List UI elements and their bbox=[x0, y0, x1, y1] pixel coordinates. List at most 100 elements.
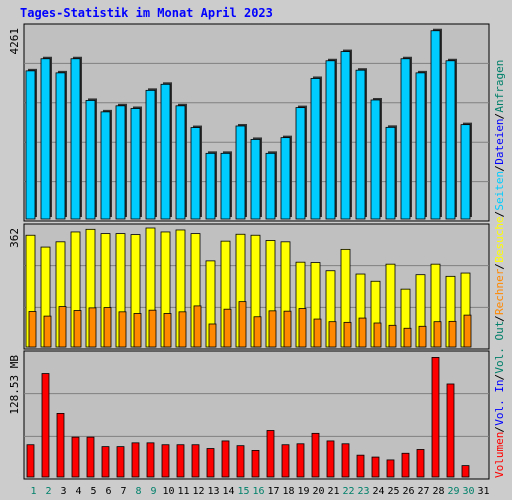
x-tick-label-7: 7 bbox=[120, 486, 126, 497]
seiten-bar bbox=[310, 78, 321, 220]
legend-separator: / bbox=[493, 374, 506, 381]
seiten-bar bbox=[130, 108, 141, 220]
rechner-bar bbox=[373, 322, 382, 348]
x-tick-label-23: 23 bbox=[357, 486, 369, 497]
seiten-bar bbox=[355, 69, 366, 220]
volumen-bar bbox=[176, 444, 185, 478]
seiten-bar bbox=[370, 99, 381, 220]
volumen-bar bbox=[401, 452, 410, 478]
rechner-bar bbox=[433, 321, 442, 348]
legend-separator: / bbox=[493, 211, 506, 218]
seiten-bar bbox=[205, 152, 216, 220]
legend-rechner: Rechner bbox=[493, 268, 506, 315]
x-tick-label-9: 9 bbox=[150, 486, 156, 497]
volumen-bar bbox=[101, 446, 110, 478]
panel-middle-max-label: 362 bbox=[8, 228, 21, 248]
x-tick-label-18: 18 bbox=[282, 486, 294, 497]
panel-bottom: 128.53 MB bbox=[8, 350, 490, 480]
legend-anfragen: Anfragen bbox=[493, 60, 506, 113]
volumen-bar bbox=[251, 450, 260, 478]
seiten-bar bbox=[235, 125, 246, 220]
x-tick-label-16: 16 bbox=[252, 486, 264, 497]
rechner-bar bbox=[403, 327, 412, 348]
panels: 4261 362 128.53 MB bbox=[8, 23, 490, 480]
x-tick-label-30: 30 bbox=[462, 486, 474, 497]
legend-seiten: Seiten bbox=[493, 171, 506, 211]
legend-separator: / bbox=[493, 263, 506, 270]
x-tick-label-22: 22 bbox=[342, 486, 354, 497]
x-tick-label-31: 31 bbox=[477, 486, 489, 497]
seiten-bar bbox=[430, 30, 441, 220]
volumen-bar bbox=[356, 454, 365, 478]
x-tick-label-19: 19 bbox=[297, 486, 309, 497]
seiten-bar bbox=[250, 139, 261, 220]
seiten-bar bbox=[325, 60, 336, 220]
seiten-bar bbox=[295, 107, 306, 220]
seiten-bar bbox=[55, 72, 66, 220]
volumen-bar bbox=[71, 436, 80, 478]
rechner-bar bbox=[313, 318, 322, 348]
x-tick-label-24: 24 bbox=[372, 486, 384, 497]
x-tick-label-10: 10 bbox=[162, 486, 174, 497]
seiten-bar bbox=[280, 137, 291, 220]
seiten-bar bbox=[100, 111, 111, 220]
rechner-bar bbox=[253, 316, 262, 348]
x-tick-label-17: 17 bbox=[267, 486, 279, 497]
volumen-bar bbox=[416, 449, 425, 478]
legend-separator: / bbox=[493, 426, 506, 433]
rechner-bar bbox=[418, 325, 427, 348]
volumen-bar bbox=[431, 357, 440, 478]
seiten-bar bbox=[265, 152, 276, 220]
rechner-bar bbox=[28, 311, 37, 348]
legend: Volumen/Vol. In/Vol. Out/Rechner/Besuche… bbox=[493, 60, 506, 478]
rechner-bar bbox=[73, 310, 82, 348]
volumen-bar bbox=[281, 444, 290, 478]
volumen-bar bbox=[131, 442, 140, 478]
volumen-bar bbox=[191, 444, 200, 478]
x-tick-label-8: 8 bbox=[135, 486, 141, 497]
volumen-bar bbox=[116, 446, 125, 478]
volumen-bar bbox=[341, 443, 350, 478]
seiten-bar bbox=[115, 105, 126, 220]
chart-title: Tages-Statistik im Monat April 2023 bbox=[20, 6, 273, 20]
legend-separator: / bbox=[493, 113, 506, 120]
volumen-bar bbox=[221, 440, 230, 478]
panel-bottom-max-label: 128.53 MB bbox=[8, 355, 21, 415]
volumen-bar bbox=[296, 443, 305, 478]
rechner-bar bbox=[343, 321, 352, 348]
rechner-bar bbox=[283, 310, 292, 348]
x-tick-label-4: 4 bbox=[75, 486, 81, 497]
rechner-bar bbox=[358, 317, 367, 348]
x-tick-label-20: 20 bbox=[312, 486, 324, 497]
rechner-bar bbox=[178, 311, 187, 348]
legend-dateien: Dateien bbox=[493, 118, 506, 164]
x-tick-label-29: 29 bbox=[447, 486, 459, 497]
rechner-bar bbox=[238, 301, 247, 348]
x-tick-label-21: 21 bbox=[327, 486, 339, 497]
rechner-bar bbox=[268, 310, 277, 348]
x-tick-label-27: 27 bbox=[417, 486, 429, 497]
rechner-bar bbox=[88, 307, 97, 348]
x-tick-label-12: 12 bbox=[192, 486, 204, 497]
rechner-bar bbox=[298, 308, 307, 348]
x-tick-label-28: 28 bbox=[432, 486, 444, 497]
rechner-bar bbox=[133, 313, 142, 348]
panel-middle: 362 bbox=[8, 223, 490, 350]
rechner-bar bbox=[388, 324, 397, 348]
seiten-bar bbox=[385, 126, 396, 220]
x-tick-label-26: 26 bbox=[402, 486, 414, 497]
rechner-bar bbox=[208, 323, 217, 348]
volumen-bar bbox=[236, 445, 245, 478]
volumen-bar bbox=[446, 383, 455, 478]
volumen-bar bbox=[461, 465, 470, 478]
volumen-bar bbox=[86, 436, 95, 478]
panel-top: 4261 bbox=[8, 23, 490, 222]
rechner-bar bbox=[163, 313, 172, 348]
seiten-bar bbox=[25, 70, 36, 220]
seiten-bar bbox=[460, 124, 471, 220]
seiten-bar bbox=[220, 152, 231, 220]
x-tick-label-2: 2 bbox=[45, 486, 51, 497]
volumen-bar bbox=[206, 448, 215, 478]
seiten-bar bbox=[445, 60, 456, 220]
